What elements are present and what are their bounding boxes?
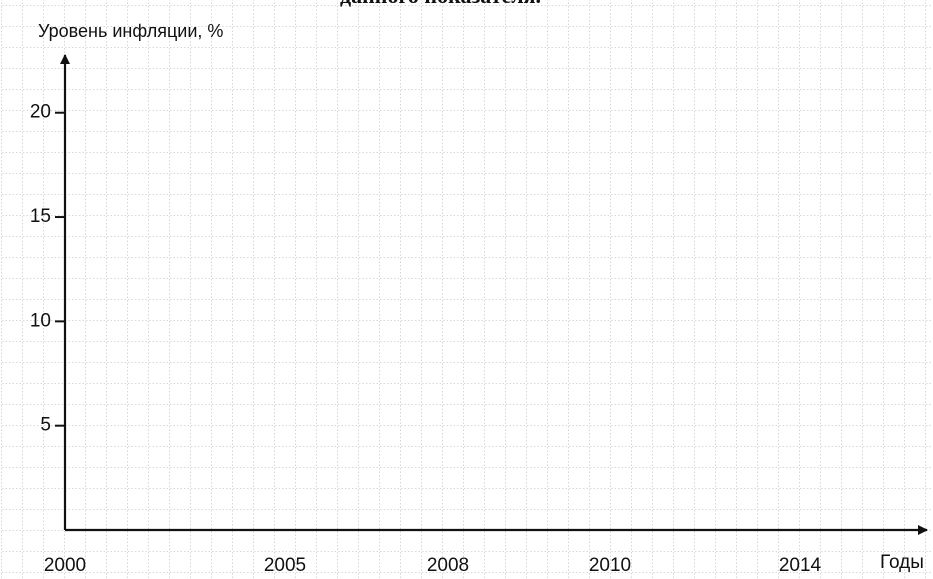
x-tick-label: 2008 — [427, 555, 469, 576]
x-axis-label: Годы — [880, 552, 924, 573]
chart-title: данного показателя. — [340, 0, 541, 8]
x-tick-label: 2005 — [264, 555, 306, 576]
y-tick-label: 20 — [30, 102, 51, 123]
y-tick-label: 15 — [30, 206, 51, 227]
y-axis-label: Уровень инфляции, % — [38, 21, 223, 41]
x-tick-label: 2000 — [44, 555, 86, 576]
y-tick-label: 10 — [30, 310, 51, 331]
y-tick-label: 5 — [40, 415, 51, 436]
x-tick-label: 2010 — [589, 555, 631, 576]
x-tick-label: 2014 — [779, 555, 822, 576]
